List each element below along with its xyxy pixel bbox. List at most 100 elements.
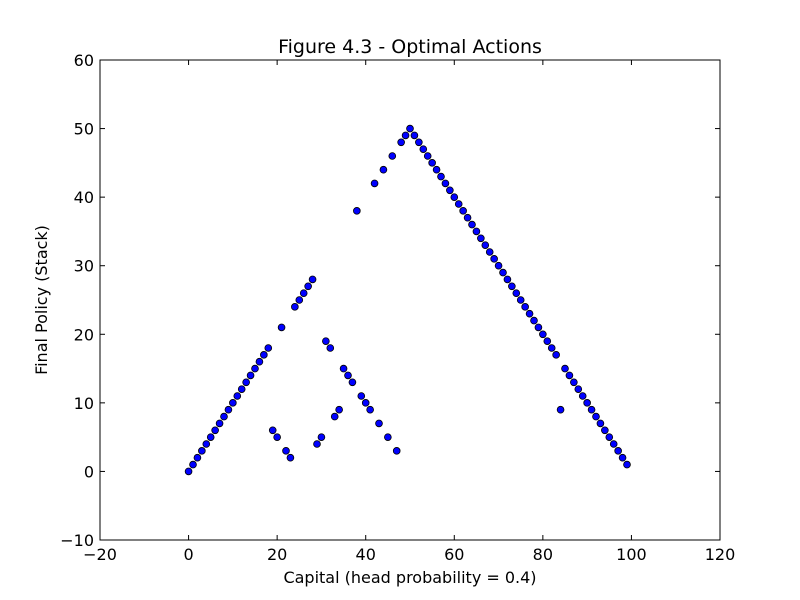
data-point bbox=[423, 152, 432, 160]
data-point bbox=[193, 453, 202, 462]
data-point bbox=[370, 179, 379, 188]
data-point bbox=[583, 399, 591, 407]
data-point bbox=[277, 323, 286, 332]
data-point bbox=[539, 330, 547, 339]
data-point bbox=[618, 453, 627, 462]
y-tick-label: 10 bbox=[74, 394, 94, 413]
data-point bbox=[326, 344, 335, 352]
data-point bbox=[308, 275, 317, 284]
data-point bbox=[375, 419, 383, 428]
data-point bbox=[463, 213, 472, 222]
y-tick-label: −10 bbox=[60, 531, 94, 550]
data-point bbox=[494, 261, 503, 270]
data-point bbox=[570, 378, 578, 387]
x-tick-label: 0 bbox=[183, 545, 193, 564]
data-point bbox=[397, 138, 405, 147]
y-axis-ticks: −10 0 10 20 30 40 50 60 bbox=[60, 51, 720, 550]
data-point bbox=[286, 453, 295, 462]
data-point bbox=[499, 268, 507, 277]
data-point bbox=[578, 392, 587, 400]
data-point bbox=[614, 447, 622, 455]
plot-frame bbox=[99, 59, 721, 541]
data-point bbox=[552, 351, 560, 359]
data-point bbox=[508, 282, 516, 291]
y-tick-label: 20 bbox=[74, 325, 94, 344]
data-point bbox=[534, 323, 543, 332]
data-point bbox=[454, 200, 463, 208]
data-point bbox=[330, 412, 339, 421]
data-point bbox=[384, 433, 392, 441]
data-point bbox=[437, 172, 445, 181]
y-tick-label: 60 bbox=[74, 51, 94, 70]
data-point bbox=[415, 138, 423, 147]
data-point bbox=[441, 179, 450, 188]
data-point bbox=[525, 309, 534, 318]
data-point bbox=[587, 405, 596, 414]
data-point bbox=[348, 378, 357, 387]
data-point bbox=[335, 405, 343, 414]
data-point bbox=[388, 152, 397, 160]
y-tick-label: 30 bbox=[74, 257, 94, 276]
data-point bbox=[189, 460, 197, 469]
data-point bbox=[516, 296, 525, 304]
data-point bbox=[215, 419, 224, 428]
data-point bbox=[596, 419, 605, 428]
data-point bbox=[304, 282, 312, 291]
data-point bbox=[450, 193, 459, 201]
chart-title: Figure 4.3 - Optimal Actions bbox=[278, 36, 542, 58]
data-point bbox=[299, 289, 308, 297]
data-point bbox=[543, 337, 552, 345]
data-point bbox=[237, 385, 246, 393]
data-point bbox=[198, 447, 206, 455]
data-point bbox=[459, 207, 467, 215]
data-point bbox=[361, 399, 370, 407]
data-point bbox=[561, 364, 569, 373]
data-point bbox=[202, 440, 211, 448]
data-point bbox=[485, 248, 494, 256]
x-tick-label: 20 bbox=[267, 545, 287, 564]
data-point bbox=[503, 275, 512, 284]
data-point bbox=[220, 412, 228, 421]
data-point bbox=[357, 392, 366, 400]
data-point bbox=[468, 220, 476, 229]
data-point bbox=[366, 405, 374, 414]
x-tick-label: 60 bbox=[444, 545, 464, 564]
data-point bbox=[206, 433, 215, 441]
y-tick-label: 50 bbox=[74, 120, 94, 139]
data-point bbox=[317, 433, 326, 441]
data-point bbox=[410, 131, 419, 140]
data-points bbox=[184, 124, 631, 476]
data-point bbox=[592, 412, 600, 421]
x-tick-label: 100 bbox=[616, 545, 647, 564]
x-tick-label: −20 bbox=[83, 545, 117, 564]
data-point bbox=[521, 303, 529, 311]
data-point bbox=[512, 289, 521, 297]
data-point bbox=[472, 227, 481, 236]
data-point bbox=[264, 344, 273, 352]
data-point bbox=[255, 357, 264, 366]
data-point bbox=[339, 364, 348, 373]
data-point bbox=[481, 241, 490, 249]
data-point bbox=[268, 426, 277, 435]
data-point bbox=[392, 447, 401, 455]
data-point bbox=[401, 131, 410, 140]
data-point bbox=[184, 467, 193, 476]
x-tick-label: 40 bbox=[356, 545, 376, 564]
data-point bbox=[282, 447, 290, 455]
data-point bbox=[556, 405, 565, 414]
data-point bbox=[379, 165, 388, 174]
data-point bbox=[246, 371, 255, 380]
data-point bbox=[211, 426, 219, 435]
y-tick-label: 0 bbox=[84, 462, 94, 481]
data-point bbox=[229, 399, 237, 407]
x-tick-label: 120 bbox=[705, 545, 736, 564]
x-tick-label: 80 bbox=[533, 545, 553, 564]
data-point bbox=[477, 234, 485, 243]
data-point bbox=[291, 303, 299, 311]
data-point bbox=[313, 440, 321, 448]
data-point bbox=[224, 405, 233, 414]
data-point bbox=[406, 124, 414, 133]
data-point bbox=[322, 337, 330, 345]
data-point bbox=[565, 371, 574, 380]
data-point bbox=[353, 207, 361, 215]
